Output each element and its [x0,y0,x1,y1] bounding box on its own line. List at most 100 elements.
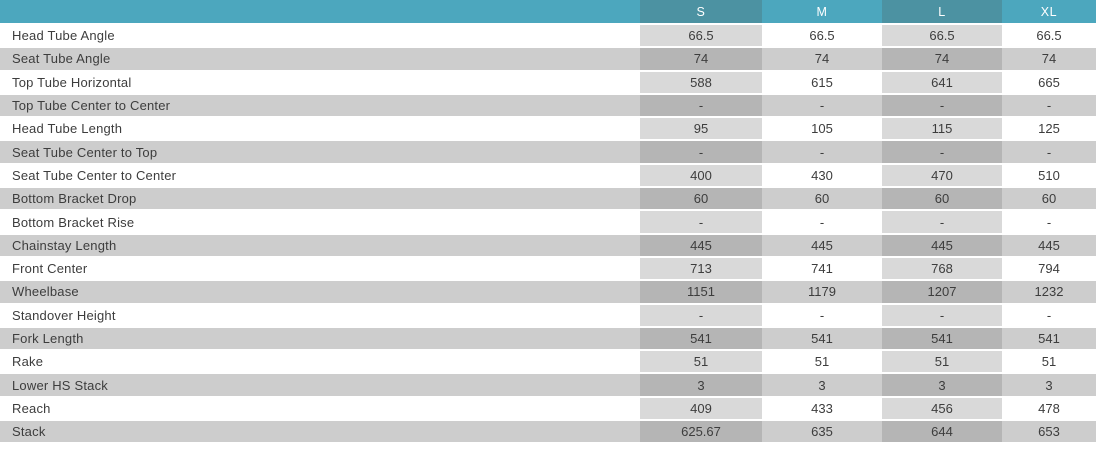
cell-value: - [1002,304,1096,328]
cell-value: 3 [1002,374,1096,398]
cell-value: 1179 [762,281,882,305]
row-label: Top Tube Horizontal [0,71,640,95]
cell-value: 1151 [640,281,762,305]
table-row: Seat Tube Angle 74 74 74 74 [0,48,1096,72]
header-size-m: M [762,0,882,25]
cell-value: 430 [762,164,882,189]
cell-value: - [1002,211,1096,235]
row-label: Seat Tube Center to Center [0,164,640,189]
cell-value: 1232 [1002,281,1096,305]
cell-value: 400 [640,164,762,189]
cell-value: 74 [1002,48,1096,72]
cell-value: 541 [762,327,882,352]
cell-value: 635 [762,421,882,445]
table-row: Head Tube Angle 66.5 66.5 66.5 66.5 [0,25,1096,49]
cell-value: - [882,211,1002,235]
header-size-l: L [882,0,1002,25]
cell-value: - [640,94,762,119]
row-label: Wheelbase [0,281,640,305]
table-row: Seat Tube Center to Center 400 430 470 510 [0,164,1096,189]
cell-value: 641 [882,71,1002,95]
geometry-table-body: Head Tube Angle 66.5 66.5 66.5 66.5 Seat Tube… [0,25,1096,445]
cell-value: - [762,211,882,235]
cell-value: 615 [762,71,882,95]
row-label: Top Tube Center to Center [0,94,640,119]
table-row: Rake 51 51 51 51 [0,351,1096,375]
size-header-row: S M L XL [0,0,1096,25]
row-label: Chainstay Length [0,234,640,258]
cell-value: 66.5 [882,25,1002,49]
cell-value: 445 [1002,234,1096,258]
header-empty-cell [0,0,640,25]
cell-value: - [882,304,1002,328]
cell-value: - [762,94,882,119]
table-row: Lower HS Stack 3 3 3 3 [0,374,1096,398]
cell-value: 115 [882,118,1002,142]
table-row: Front Center 713 741 768 794 [0,257,1096,282]
row-label: Standover Height [0,304,640,328]
row-label: Seat Tube Angle [0,48,640,72]
row-label: Bottom Bracket Drop [0,188,640,212]
cell-value: 74 [882,48,1002,72]
cell-value: 51 [882,351,1002,375]
table-row: Bottom Bracket Drop 60 60 60 60 [0,188,1096,212]
cell-value: 66.5 [1002,25,1096,49]
cell-value: 74 [762,48,882,72]
cell-value: 51 [1002,351,1096,375]
cell-value: 60 [762,188,882,212]
cell-value: 409 [640,397,762,422]
cell-value: 741 [762,257,882,282]
cell-value: 625.67 [640,421,762,445]
table-row: Fork Length 541 541 541 541 [0,327,1096,352]
row-label: Head Tube Length [0,118,640,142]
cell-value: 74 [640,48,762,72]
cell-value: 1207 [882,281,1002,305]
cell-value: 588 [640,71,762,95]
table-row: Seat Tube Center to Top - - - - [0,141,1096,165]
cell-value: 60 [640,188,762,212]
cell-value: 794 [1002,257,1096,282]
cell-value: 3 [882,374,1002,398]
cell-value: 653 [1002,421,1096,445]
row-label: Front Center [0,257,640,282]
header-size-s: S [640,0,762,25]
cell-value: - [1002,94,1096,119]
cell-value: 541 [882,327,1002,352]
cell-value: 60 [882,188,1002,212]
row-label: Rake [0,351,640,375]
cell-value: 433 [762,397,882,422]
row-label: Bottom Bracket Rise [0,211,640,235]
row-label: Stack [0,421,640,445]
cell-value: - [1002,141,1096,165]
table-row: Wheelbase 1151 1179 1207 1232 [0,281,1096,305]
cell-value: 644 [882,421,1002,445]
cell-value: 541 [1002,327,1096,352]
cell-value: - [882,94,1002,119]
cell-value: - [640,304,762,328]
cell-value: - [882,141,1002,165]
cell-value: 60 [1002,188,1096,212]
cell-value: 445 [762,234,882,258]
cell-value: - [762,141,882,165]
table-row: Stack 625.67 635 644 653 [0,421,1096,445]
cell-value: 445 [882,234,1002,258]
cell-value: 51 [640,351,762,375]
table-row: Reach 409 433 456 478 [0,397,1096,422]
cell-value: 125 [1002,118,1096,142]
cell-value: 66.5 [762,25,882,49]
row-label: Reach [0,397,640,422]
header-size-xl: XL [1002,0,1096,25]
cell-value: 768 [882,257,1002,282]
row-label: Fork Length [0,327,640,352]
cell-value: 51 [762,351,882,375]
cell-value: 456 [882,397,1002,422]
cell-value: 3 [762,374,882,398]
row-label: Lower HS Stack [0,374,640,398]
cell-value: 713 [640,257,762,282]
cell-value: 478 [1002,397,1096,422]
cell-value: 445 [640,234,762,258]
cell-value: 105 [762,118,882,142]
table-row: Top Tube Horizontal 588 615 641 665 [0,71,1096,95]
table-row: Chainstay Length 445 445 445 445 [0,234,1096,258]
